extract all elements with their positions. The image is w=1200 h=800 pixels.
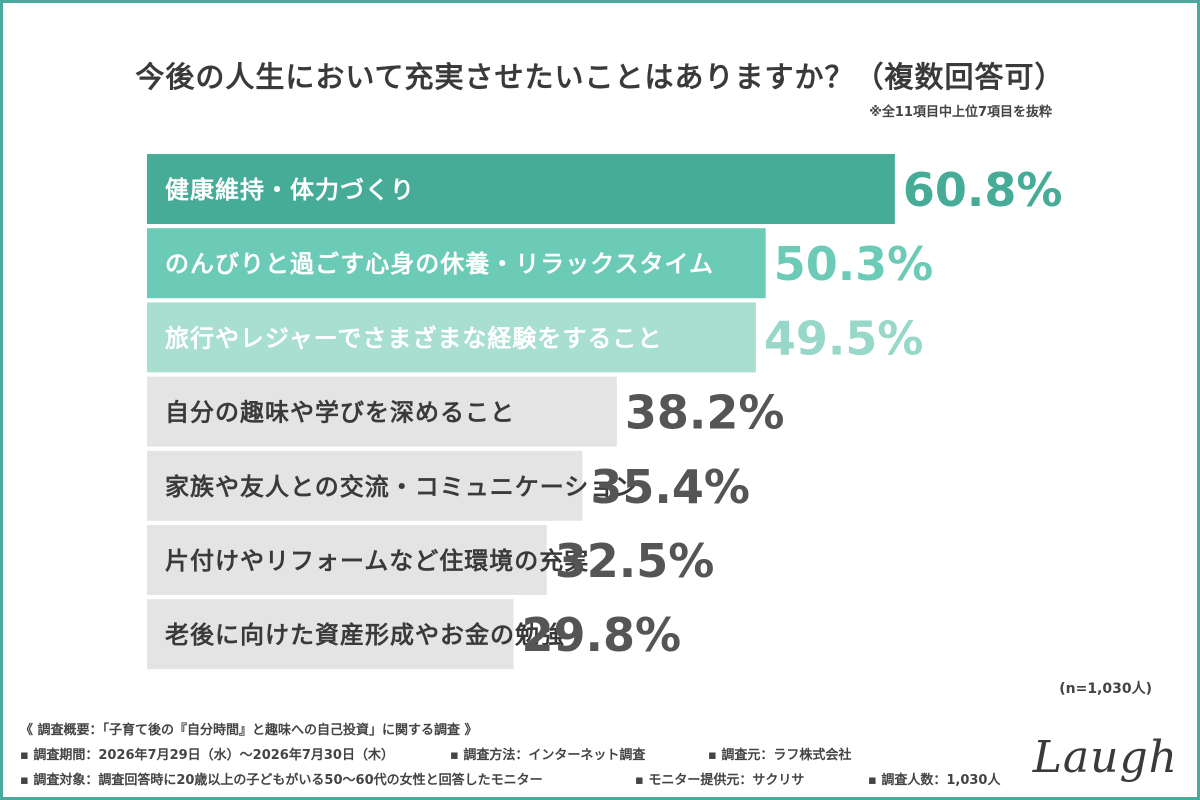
bar-label-4: 自分の趣味や学びを深めること <box>165 399 515 427</box>
bar-label-5: 家族や友人との交流・コミュニケーション <box>165 473 639 501</box>
chart-note: ※全11項目中上位7項目を抜粋 <box>869 105 1052 120</box>
bar-6 <box>147 525 547 595</box>
bar-3 <box>147 302 756 373</box>
chart-title: 今後の人生において充実させたいことはありますか？（複数回答可） <box>135 60 1065 94</box>
footer-row-1: ▪ 調査期間：2026年7月29日（水）〜2026年7月30日（木） ▪ 調査方… <box>20 743 1030 768</box>
footer-summary: 《 調査概要：「子育て後の『自分時間』と趣味への自己投資」に関する調査 》 <box>20 723 478 738</box>
bar-5 <box>147 450 583 521</box>
bar-7 <box>147 599 514 670</box>
footer-count: ▪ 調査人数：1,030人 <box>868 773 1001 788</box>
value-label-1: 60.8% <box>903 163 1063 217</box>
bar-1 <box>147 154 895 224</box>
value-label-7: 29.8% <box>522 608 682 662</box>
bar-label-6: 片付けやリフォームなど住環境の充実 <box>165 547 589 575</box>
footer-method: ▪ 調査方法：インターネット調査 <box>450 748 646 763</box>
value-label-2: 50.3% <box>774 237 934 291</box>
bar-label-1: 健康維持・体力づくり <box>165 176 415 204</box>
value-label-4: 38.2% <box>625 386 785 440</box>
footer-period: ▪ 調査期間：2026年7月29日（水）〜2026年7月30日（木） <box>20 748 394 763</box>
footer-target: ▪ 調査対象：調査回答時に20歳以上の子どもがいる50〜60代の女性と回答したモ… <box>20 773 543 788</box>
bar-label-2: のんびりと過ごす心身の休養・リラックスタイム <box>165 250 714 278</box>
value-label-6: 32.5% <box>555 534 715 588</box>
footer-row-2: ▪ 調査対象：調査回答時に20歳以上の子どもがいる50〜60代の女性と回答したモ… <box>20 768 1030 793</box>
bar-4 <box>147 376 617 447</box>
footer-source: ▪ 調査元：ラフ株式会社 <box>708 748 852 763</box>
bar-label-3: 旅行やレジャーでさまざまな経験をすること <box>165 324 662 352</box>
survey-footer: 《 調査概要：「子育て後の『自分時間』と趣味への自己投資」に関する調査 》 ▪ … <box>20 718 1030 793</box>
value-label-3: 49.5% <box>764 311 924 365</box>
value-label-5: 35.4% <box>590 460 750 514</box>
sample-size: (n=1,030人) <box>1059 681 1152 697</box>
footer-provider: ▪ モニター提供元：サクリサ <box>635 773 805 788</box>
bar-label-7: 老後に向けた資産形成やお金の勉強 <box>165 621 565 649</box>
bar-2 <box>147 228 766 299</box>
brand-logo: Laugh <box>1032 732 1178 783</box>
